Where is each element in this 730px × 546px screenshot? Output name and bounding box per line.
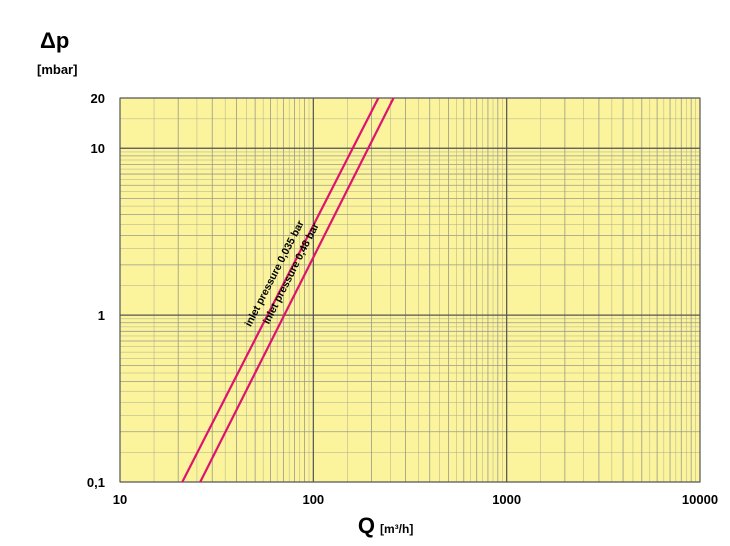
x-tick-label: 1000 <box>492 492 521 507</box>
plot-frame <box>119 97 701 483</box>
x-tick-label: 10000 <box>682 492 718 507</box>
y-axis-unit: [mbar] <box>37 62 77 77</box>
series-line <box>199 97 395 483</box>
x-tick-label: 10 <box>113 492 127 507</box>
x-tick-label: 100 <box>302 492 324 507</box>
y-tick-label: 20 <box>91 91 105 106</box>
series-line <box>181 97 380 483</box>
y-axis-label: Δp <box>40 28 69 53</box>
y-tick-label: 0,1 <box>87 475 105 490</box>
x-axis-unit: [m³/h] <box>380 522 413 536</box>
plot-area <box>120 98 700 482</box>
y-tick-label: 10 <box>91 141 105 156</box>
x-axis-label: Q <box>358 513 375 538</box>
y-tick-label: 1 <box>98 308 105 323</box>
